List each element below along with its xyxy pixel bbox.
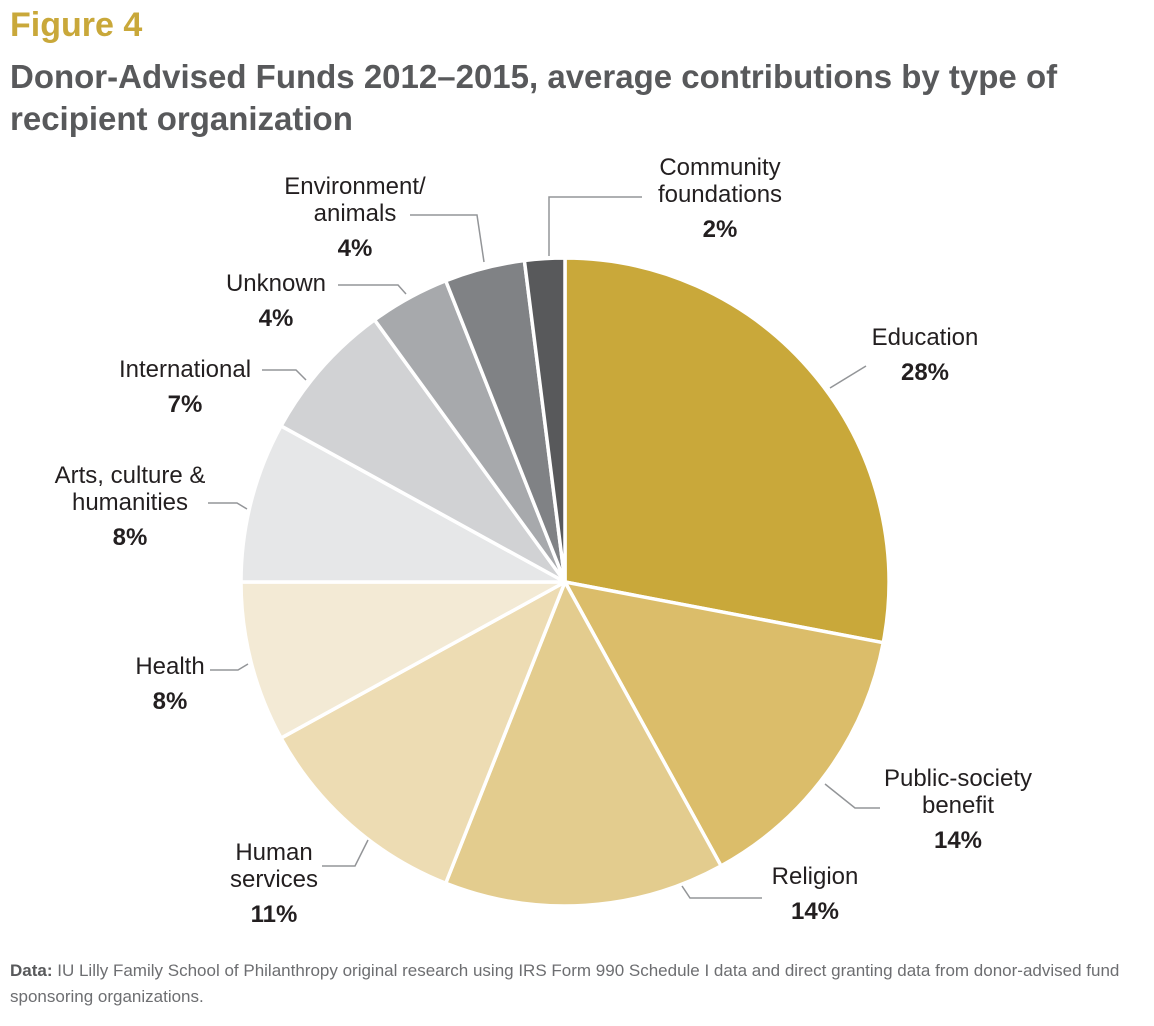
slice-label-public-society-benefit: Public-society benefit 14% [884, 765, 1032, 854]
slice-label-text: Unknown [225, 270, 327, 297]
slice-label-text: animals [313, 200, 397, 227]
leader-line-public-society-benefit [824, 783, 880, 809]
figure-label: Figure 4 [10, 6, 143, 44]
slice-label-text: Health [135, 653, 205, 680]
slice-label-community-foundations: Community foundations 2% [658, 154, 782, 243]
slice-percent: 14% [933, 827, 983, 854]
slice-percent: 4% [337, 235, 373, 262]
slice-label-text: Environment/ [284, 173, 426, 200]
slice-label-text: Arts, culture & [54, 462, 206, 489]
slice-label-religion: Religion 14% [772, 863, 859, 925]
slice-percent: 4% [258, 305, 294, 332]
slice-percent: 11% [250, 901, 298, 928]
slice-label-environment-animals: Environment/animals 4% [284, 173, 425, 262]
leader-line-health [210, 663, 249, 671]
footnote-text: IU Lilly Family School of Philanthropy o… [10, 961, 1120, 1006]
slice-label-text: Education [871, 324, 979, 351]
pie-slice-education [563, 256, 891, 645]
slice-label-education: Education 28% [872, 324, 979, 386]
slice-label-human-services: Human services 11% [230, 839, 318, 928]
slice-percent: 14% [790, 898, 840, 925]
slice-label-arts-culture-humanities: Arts, culture & humanities 8% [55, 462, 206, 551]
slice-label-text: foundations [657, 181, 783, 208]
footnote: Data: IU Lilly Family School of Philanth… [10, 958, 1145, 1010]
slice-percent: 8% [152, 688, 188, 715]
leader-line-religion [681, 885, 762, 899]
leader-line-environment-animals [410, 214, 485, 263]
slice-percent: 7% [167, 391, 203, 418]
slice-label-text: Religion [771, 863, 859, 890]
slice-label-health: Health 8% [135, 653, 204, 715]
leader-line-unknown [338, 284, 407, 295]
leader-line-community-foundations [548, 196, 642, 256]
slice-label-text: services [229, 866, 319, 893]
chart-title: Donor-Advised Funds 2012–2015, average c… [10, 58, 1058, 137]
pie-slice-international [279, 318, 567, 584]
footnote-label: Data: [10, 961, 53, 980]
leader-line-human-services [322, 839, 369, 867]
slice-label-text: Community [659, 154, 781, 181]
pie-slice-health [239, 580, 567, 740]
slice-label-text: humanities [71, 489, 189, 516]
slice-percent: 28% [900, 359, 950, 386]
leader-line-education [829, 365, 867, 389]
leader-line-international [262, 369, 307, 381]
pie-slice-human-services [279, 580, 567, 885]
slice-label-text: Human [235, 839, 313, 866]
slice-label-international: International 7% [119, 356, 251, 418]
slice-label-text: International [118, 356, 252, 383]
pie-slice-religion [443, 580, 723, 908]
leader-line-arts-culture-humanities [208, 502, 248, 510]
slice-percent: 2% [702, 216, 738, 243]
pie-slice-arts-culture-humanities [239, 424, 567, 584]
slice-label-unknown: Unknown 4% [226, 270, 326, 332]
slice-percent: 8% [112, 524, 148, 551]
pie-slice-community-foundations [522, 256, 567, 584]
slice-label-text: Public-society [883, 765, 1033, 792]
slice-label-text: benefit [921, 792, 995, 819]
pie-slice-public-society-benefit [563, 580, 886, 868]
